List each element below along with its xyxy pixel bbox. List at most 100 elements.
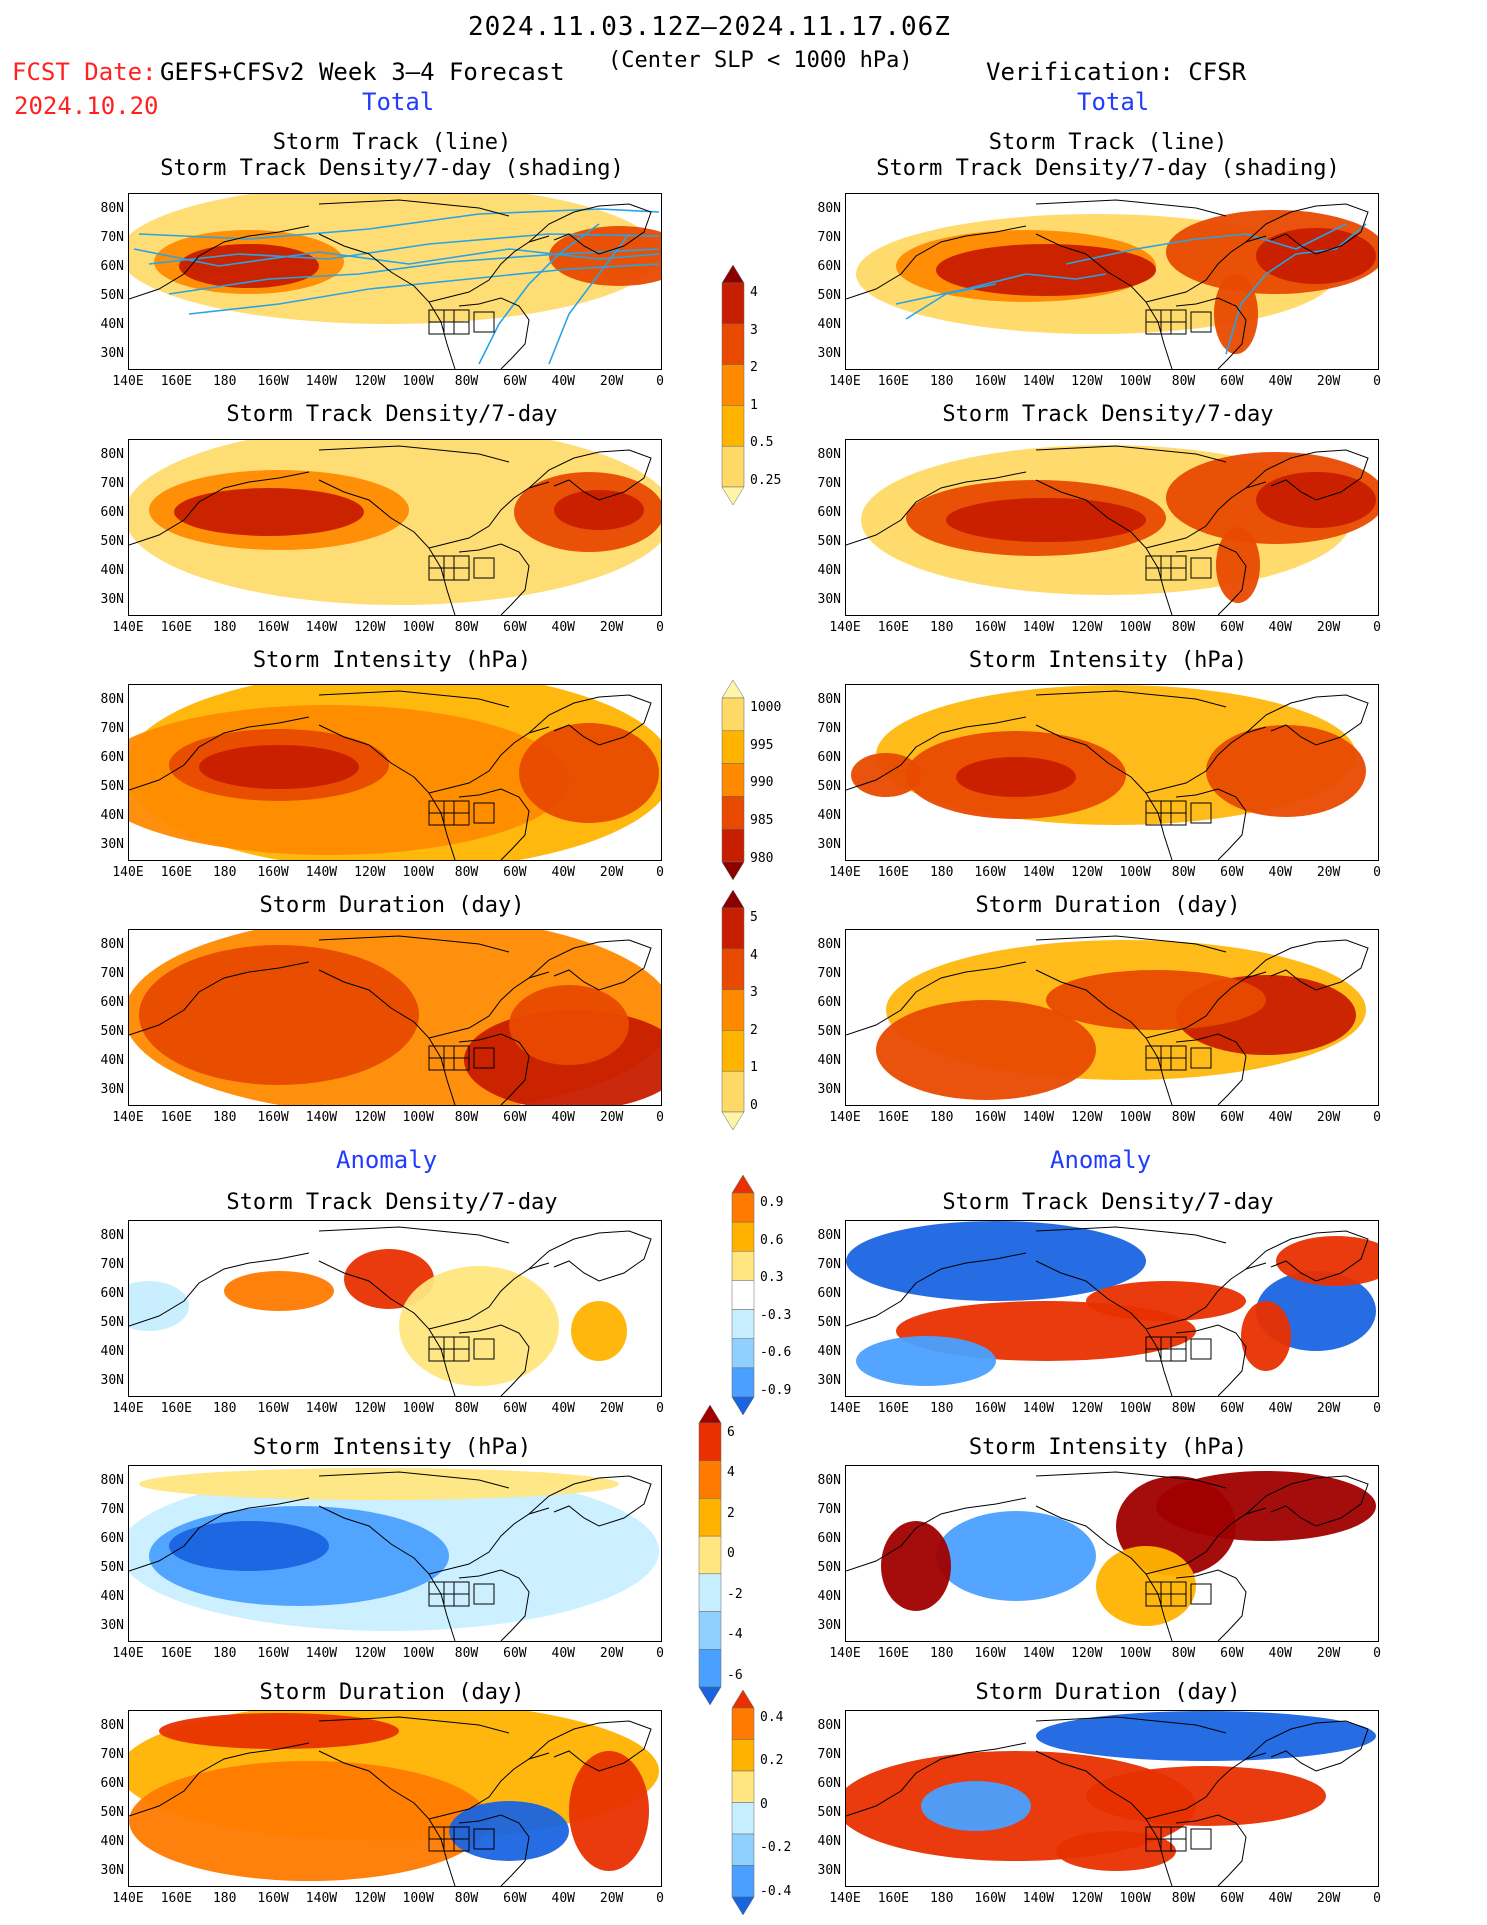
lon-tick-label: 140W [1022, 620, 1055, 635]
panel-anom-density-forecast-map [129, 1226, 652, 1396]
lon-tick-label: 140E [829, 865, 861, 880]
panel-duration-verification [845, 929, 1379, 1106]
colorbar-label: 0 [727, 1546, 735, 1562]
lon-tick-label: 0 [656, 374, 664, 389]
lon-tick-label: 60W [503, 865, 527, 880]
coastline [846, 961, 1027, 1036]
lon-tick-label: 60W [1220, 1646, 1244, 1661]
colorbar-swatch [721, 445, 745, 488]
coastline [1146, 801, 1186, 825]
lat-tick-label: 60N [100, 259, 124, 274]
storm-track-line [478, 223, 600, 365]
lon-tick-label: 140W [305, 374, 338, 389]
title-track-density-shading-left: Storm Track Density/7-day (shading) [160, 156, 624, 181]
lat-tick-label: 70N [817, 1747, 841, 1762]
coastline [1146, 1827, 1186, 1851]
panel-intensity-verification-map [846, 685, 1369, 860]
panel-anom-duration-forecast-map [129, 1711, 659, 1886]
lat-tick-label: 50N [817, 1560, 841, 1575]
lon-tick-label: 180 [929, 865, 954, 880]
panel-intensity-verification [845, 684, 1379, 861]
lon-tick-label: 180 [929, 620, 954, 635]
storm-track-line [188, 263, 660, 315]
coastline [1245, 1475, 1369, 1527]
lon-tick-label: 60W [503, 1401, 527, 1416]
lon-tick-label: 100W [1119, 1646, 1151, 1661]
lon-tick-label: 120W [354, 374, 386, 389]
lon-tick-label: 160W [257, 1646, 289, 1661]
lon-tick-label: 160E [877, 620, 910, 635]
lon-tick-label: 100W [402, 1891, 434, 1906]
lon-tick-label: 80W [454, 374, 479, 389]
coastline [846, 1742, 1027, 1817]
lon-tick-label: 0 [1373, 1891, 1381, 1906]
shading-region [224, 1271, 334, 1311]
lon-tick-label: 180 [929, 1110, 954, 1125]
lon-tick-label: 120W [1071, 1646, 1103, 1661]
colorbar-swatch [721, 1070, 745, 1113]
lat-tick-label: 40N [817, 1344, 841, 1359]
lat-tick-label: 30N [817, 837, 841, 852]
lon-tick-label: 160W [257, 1401, 289, 1416]
lon-tick-label: 160E [160, 865, 193, 880]
lon-tick-label: 40W [1268, 620, 1292, 635]
lat-tick-label: 30N [817, 1618, 841, 1633]
colorbar-swatch [721, 907, 745, 950]
lon-tick-label: 160W [974, 1891, 1006, 1906]
lat-tick-label: 70N [100, 1502, 124, 1517]
shading-region [936, 1511, 1096, 1601]
lon-tick-label: 140W [305, 620, 338, 635]
lon-tick-label: 20W [599, 1891, 624, 1906]
panel-anom-intensity-verification [845, 1465, 1379, 1642]
colorbar-label: 995 [750, 737, 774, 753]
title-anom-intensity-left: Storm Intensity (hPa) [252, 1435, 532, 1460]
lon-tick-label: 80W [1171, 1646, 1196, 1661]
coastline [429, 1337, 469, 1361]
panel-anom-density-verification-map [846, 1221, 1378, 1396]
lat-tick-label: 80N [817, 447, 841, 462]
shading-region [1256, 228, 1376, 284]
panel-track-forecast [128, 193, 662, 370]
lon-tick-label: 140E [112, 1646, 144, 1661]
shading-region [129, 1281, 189, 1331]
coastline [428, 800, 470, 826]
lat-tick-label: 80N [100, 1228, 124, 1243]
lat-tick-label: 70N [100, 230, 124, 245]
lon-tick-label: 60W [1220, 1401, 1244, 1416]
colorbar-swatch [698, 1573, 722, 1612]
lon-tick-label: 180 [929, 1646, 954, 1661]
coastline [1146, 1046, 1186, 1070]
lon-tick-label: 40W [551, 865, 575, 880]
colorbar-label: 2 [750, 360, 758, 376]
lon-tick-label: 0 [1373, 620, 1381, 635]
lat-tick-label: 80N [100, 1473, 124, 1488]
colorbar-label: 980 [750, 850, 774, 866]
coastline [1035, 690, 1227, 708]
lat-tick-label: 80N [100, 937, 124, 952]
shading-region [129, 1761, 489, 1881]
lon-tick-label: 180 [212, 1110, 237, 1125]
lon-tick-label: 140E [829, 620, 861, 635]
lon-tick-label: 80W [454, 1646, 479, 1661]
colorbar-swatch [698, 1649, 722, 1688]
coastline [1145, 1045, 1187, 1071]
coastline [428, 1826, 470, 1852]
lat-tick-label: 30N [100, 592, 124, 607]
period-title: 2024.11.03.12Z–2024.11.17.06Z [468, 12, 951, 42]
coastline [528, 449, 652, 501]
lon-tick-label: 140W [1022, 374, 1055, 389]
coastline [129, 471, 310, 546]
lat-tick-label: 30N [100, 837, 124, 852]
colorbar-label: 990 [750, 775, 774, 791]
lat-tick-label: 70N [817, 1257, 841, 1272]
colorbar-swatch [731, 1251, 755, 1281]
lon-tick-label: 140E [112, 1110, 144, 1125]
coastline [318, 935, 510, 953]
lat-tick-label: 60N [100, 750, 124, 765]
colorbar-swatch [721, 486, 745, 505]
coastline [318, 233, 456, 369]
colorbar-intensity-anom [698, 1405, 722, 1705]
coastline [1175, 1814, 1247, 1886]
coastline [1175, 788, 1247, 860]
panel-anom-intensity-forecast [128, 1465, 662, 1642]
